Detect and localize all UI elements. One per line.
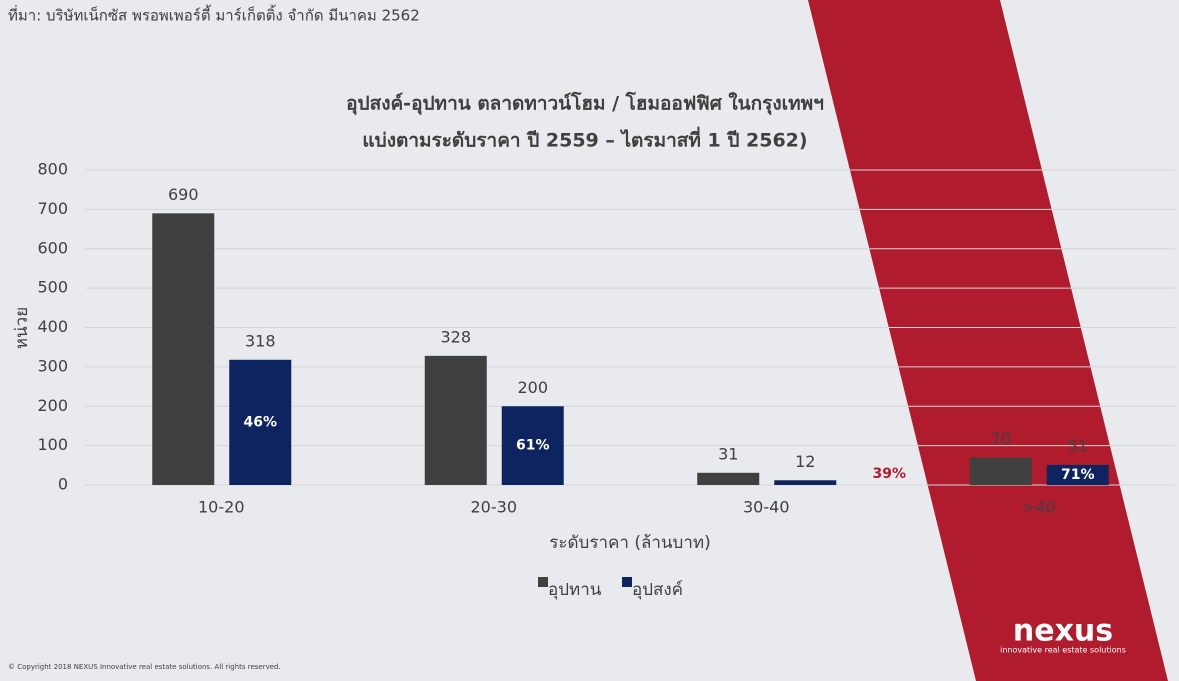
y-axis-label: หน่วย [12, 307, 32, 349]
tagline: innovative real estate solutions [1000, 646, 1126, 655]
y-tick-label: 300 [37, 356, 68, 375]
value-label: 70 [991, 429, 1011, 448]
legend-label: อุปสงค์ [632, 580, 683, 600]
copyright: © Copyright 2018 NEXUS Innovative real e… [8, 663, 281, 671]
y-tick-label: 500 [37, 278, 68, 297]
bar [501, 406, 564, 485]
bar [1046, 464, 1109, 485]
x-tick-label: 30-40 [743, 498, 790, 517]
bar [969, 457, 1032, 485]
y-tick-label: 400 [37, 317, 68, 336]
bar [152, 213, 215, 485]
ratio-label: 46% [243, 414, 277, 430]
y-tick-label: 800 [37, 160, 68, 179]
x-tick-label: 10-20 [198, 498, 245, 517]
logo: nexus [1013, 614, 1113, 649]
chart-title: อุปสงค์-อุปทาน ตลาดทาวน์โฮม / โฮมออฟฟิศ … [346, 92, 824, 116]
value-label: 690 [168, 185, 199, 204]
y-tick-label: 100 [37, 435, 68, 454]
y-tick-label: 200 [37, 396, 68, 415]
ratio-label: 39% [872, 466, 906, 482]
bar [424, 355, 487, 485]
value-label: 31 [718, 444, 738, 463]
value-label: 328 [440, 327, 471, 346]
x-axis-label: ระดับราคา (ล้านบาท) [549, 533, 710, 553]
x-tick-label: 20-30 [471, 498, 518, 517]
legend-swatch [538, 577, 548, 587]
plot: 0 100 200 300 400 500 600 700 800 10-20 690 318 46% 2… [37, 160, 1175, 600]
chart-subtitle: แบ่งตามระดับราคา ปี 2559 – ไตรมาสที่ 1 ป… [362, 127, 807, 152]
value-label: 51 [1068, 436, 1088, 455]
y-tick-label: 0 [58, 475, 68, 494]
ratio-label: 71% [1061, 467, 1095, 483]
source: ที่มา: บริษัทเน็กซัส พรอพเพอร์ตี้ มาร์เก… [8, 5, 420, 25]
ratio-label: 61% [516, 438, 550, 454]
bar [697, 472, 760, 485]
value-label: 12 [795, 452, 815, 471]
value-label: 200 [517, 378, 548, 397]
bar [774, 480, 837, 485]
value-label: 318 [245, 331, 276, 350]
x-tick-label: >40 [1022, 498, 1056, 517]
legend-label: อุปทาน [548, 580, 602, 600]
bar [229, 359, 292, 485]
legend-swatch [622, 577, 632, 587]
y-tick-label: 700 [37, 199, 68, 218]
y-tick-label: 600 [37, 238, 68, 257]
